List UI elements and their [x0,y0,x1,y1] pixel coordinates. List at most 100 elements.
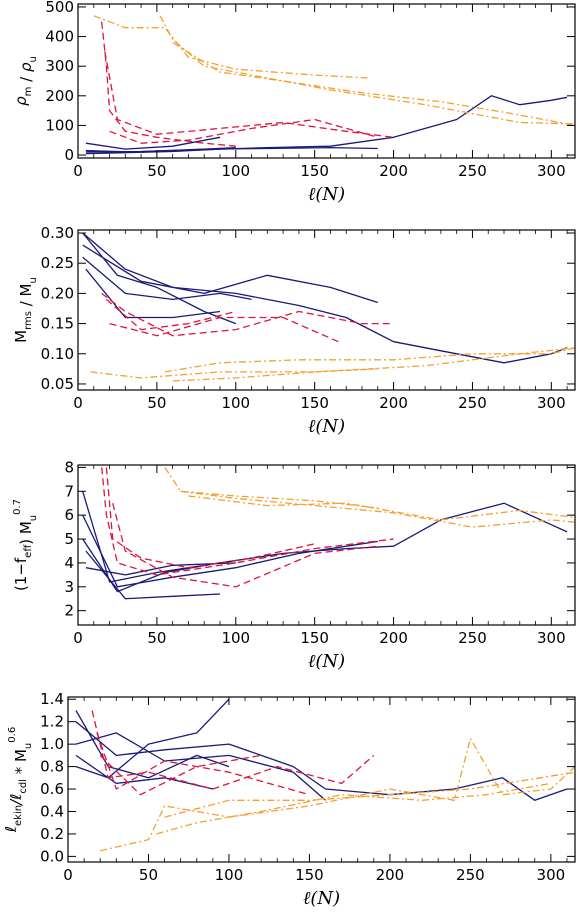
x-tick-label: 200 [379,629,408,647]
series-line-8 [99,754,262,796]
x-tick-label: 0 [63,866,73,884]
y-tick-label: 6 [64,506,74,524]
series-line-2 [75,732,326,801]
series-line-1 [82,232,568,364]
x-tick-label: 200 [376,866,405,884]
y-tick-label: 2 [64,602,74,620]
x-tick-label: 0 [73,629,83,647]
series-line-7 [105,298,236,331]
series-line-10 [159,15,575,125]
series-line-2 [82,244,378,304]
series-line-6 [91,710,375,790]
series-line-9 [164,467,378,509]
y-tick-label: 8 [64,458,74,476]
y-tick-label: 200 [45,87,74,105]
y-tick-label: 500 [45,0,74,16]
x-tick-label: 50 [139,866,158,884]
y-axis-label: (1−feff) Mu0.7 [12,499,39,591]
x-tick-label: 150 [300,162,329,180]
x-axis-label: ℓ(N) [303,888,340,909]
plot-frame [77,464,576,626]
series-line-9 [90,368,378,379]
y-tick-label: 100 [45,116,74,134]
x-tick-label: 50 [147,162,166,180]
y-axis-label: ℓekin/ℓcdl * Mu0.6 [2,727,34,833]
x-tick-label: 300 [537,162,566,180]
plot-frame [77,3,576,159]
series-group [85,15,575,155]
y-axis-label: Mrms / Mu [12,277,39,343]
x-tick-label: 250 [458,629,487,647]
series-line-4 [75,710,230,779]
series-line-11 [172,347,575,382]
series-line-5 [85,148,221,155]
y-tick-label: 0.25 [41,254,74,272]
series-line-4 [85,146,236,153]
y-tick-label: 1.0 [40,735,64,753]
y-tick-label: 1.2 [40,713,64,731]
y-tick-label: 0.20 [41,284,74,302]
series-line-6 [101,467,394,576]
series-line-3 [82,538,252,593]
y-tick-label: 0.15 [41,315,74,333]
y-tick-label: 0.05 [41,375,74,393]
y-tick-label: 0.6 [40,780,64,798]
y-tick-label: 0.0 [40,847,64,865]
y-tick-label: 0.30 [41,224,74,242]
y-tick-label: 0.2 [40,825,64,843]
series-line-2 [82,514,378,588]
x-tick-label: 100 [215,866,244,884]
x-tick-label: 250 [456,866,485,884]
x-tick-label: 150 [300,629,329,647]
series-line-7 [96,732,310,796]
series-line-10 [180,490,575,528]
x-tick-label: 100 [221,394,250,412]
y-tick-label: 0.4 [40,802,64,820]
y-tick-label: 4 [64,554,74,572]
x-tick-label: 100 [221,162,250,180]
series-line-11 [188,495,575,521]
x-tick-label: 0 [73,394,83,412]
y-tick-label: 3 [64,578,74,596]
series-line-5 [85,562,236,576]
series-line-10 [164,347,575,373]
series-line-6 [101,21,236,147]
series-line-7 [105,467,315,569]
y-axis-label: ρm / ρu [12,56,39,106]
y-tick-label: 0.10 [41,345,74,363]
x-tick-label: 200 [379,394,408,412]
x-tick-label: 250 [458,162,487,180]
y-tick-label: 300 [45,57,74,75]
series-line-11 [172,41,575,127]
x-tick-label: 150 [300,394,329,412]
x-tick-label: 0 [73,162,83,180]
y-tick-label: 0 [64,146,74,164]
plot-frame [67,696,576,863]
series-line-8 [112,503,378,588]
series-line-8 [109,316,339,343]
series-line-3 [75,698,230,779]
series-line-10 [156,782,552,835]
series-line-5 [75,754,214,790]
panel-1: 0 50 100 150 200 250 300 0 100 200 300 400 500 ℓ(N) ρm… [12,0,576,205]
x-tick-label: 200 [379,162,408,180]
x-tick-label: 300 [537,394,566,412]
y-tick-label: 7 [64,482,74,500]
x-axis-label: ℓ(N) [308,416,345,437]
panel-3: 0 50 100 150 200 250 300 2 3 4 5 6 7 8 ℓ(N) (1−feff) Mu… [12,458,576,672]
series-line-4 [82,232,237,325]
y-tick-label: 1.4 [40,690,64,708]
panel-2: 0 50 100 150 200 250 300 0.05 0.10 0.15 0.20 0.25 0.… [12,224,576,437]
x-tick-label: 50 [147,394,166,412]
plot-frame [77,229,576,391]
series-line-11 [164,771,575,818]
x-tick-label: 100 [221,629,250,647]
y-tick-label: 0.8 [40,758,64,776]
panel-4: 0 50 100 150 200 250 300 0.0 0.2 0.4 0.6 0.8 1.0 1.2 1… [2,690,576,909]
x-axis-label: ℓ(N) [308,651,345,672]
series-line-5 [85,268,221,319]
y-tick-label: 5 [64,530,74,548]
x-axis-label: ℓ(N) [308,184,345,205]
x-tick-label: 300 [537,629,566,647]
